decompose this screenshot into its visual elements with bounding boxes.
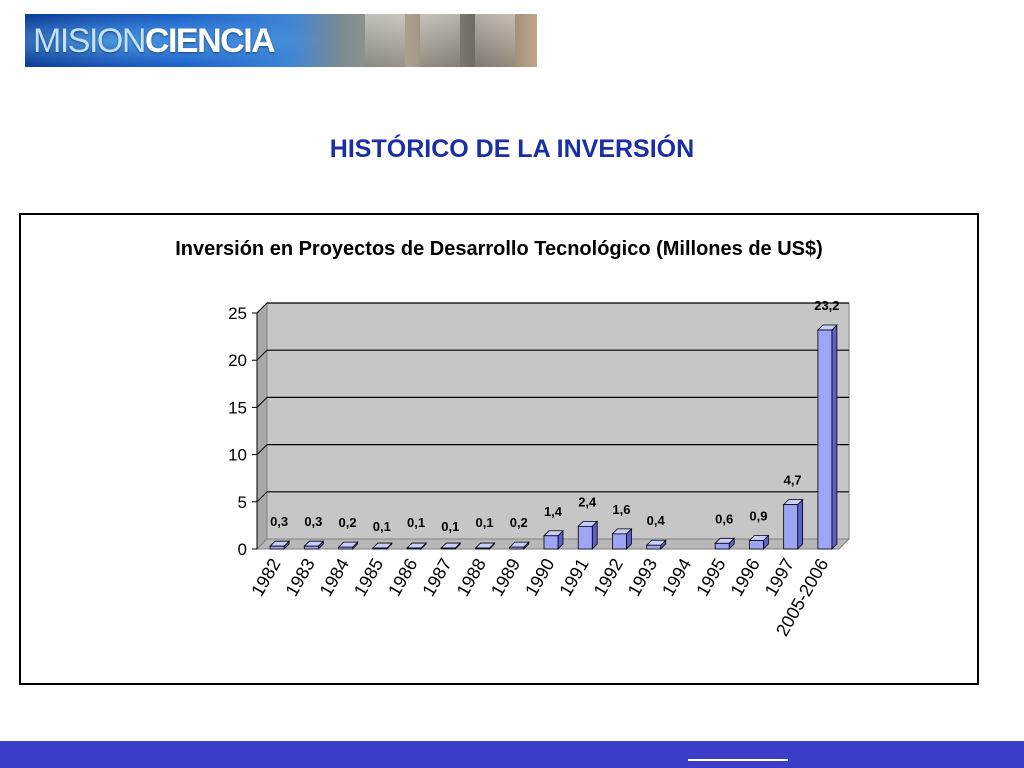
bar — [509, 546, 525, 550]
data-label: 4,7 — [784, 473, 802, 488]
logo-text: MISIONCIENCIA — [33, 22, 276, 60]
plot-side-wall — [256, 301, 268, 551]
data-label: 0,1 — [407, 515, 425, 530]
x-tick-label: 1991 — [555, 555, 592, 600]
y-tick-label: 10 — [228, 446, 247, 465]
data-label: 0,6 — [715, 511, 733, 526]
bar — [646, 544, 662, 550]
footer-line — [688, 759, 788, 761]
plot-area — [266, 302, 850, 540]
gridline-side — [256, 491, 268, 503]
bar — [338, 546, 353, 550]
logo-part-1: MISION — [33, 22, 146, 60]
gridline-side — [256, 444, 268, 455]
bar-side — [831, 324, 838, 550]
mision-ciencia-banner: MISIONCIENCIA — [25, 14, 537, 67]
data-label: 1,4 — [544, 504, 563, 519]
bar — [749, 540, 764, 550]
y-tick-label: 0 — [238, 540, 247, 559]
x-tick-label: 1990 — [521, 555, 558, 600]
x-tick-label: 1987 — [418, 555, 455, 600]
chart-title: Inversión en Proyectos de Desarrollo Tec… — [175, 238, 823, 260]
bar — [714, 542, 730, 550]
data-label: 2,4 — [578, 494, 597, 509]
x-tick-label: 1993 — [624, 555, 661, 600]
x-tick-label: 1983 — [281, 555, 318, 600]
x-tick-label: 1994 — [658, 555, 695, 600]
data-label: 0,3 — [270, 514, 288, 529]
data-label: 0,2 — [339, 515, 357, 530]
bar — [372, 547, 388, 550]
data-label: 0,1 — [475, 515, 493, 530]
page-title: HISTÓRICO DE LA INVERSIÓN — [329, 135, 695, 163]
bar — [269, 545, 285, 550]
bar — [783, 504, 799, 550]
data-label: 0,9 — [749, 509, 767, 524]
x-tick-label: 1989 — [487, 555, 524, 600]
banner-photo-1 — [365, 14, 405, 67]
x-tick-label: 1995 — [692, 555, 729, 600]
x-tick-label: 1992 — [590, 555, 627, 600]
bar — [475, 547, 490, 550]
x-tick-label: 1984 — [316, 555, 353, 600]
bar — [406, 547, 422, 550]
chart-frame: Inversión en Proyectos de Desarrollo Tec… — [19, 213, 979, 685]
data-label: 23,2 — [814, 298, 839, 313]
gridline-side — [256, 349, 268, 361]
data-label: 0,2 — [510, 515, 528, 530]
x-tick-label: 1985 — [350, 555, 387, 600]
data-label: 1,6 — [612, 502, 630, 517]
y-tick-label: 15 — [228, 398, 247, 417]
banner-glow — [25, 14, 325, 67]
data-label: 0,1 — [373, 519, 391, 534]
x-tick-label: 1986 — [384, 555, 421, 600]
y-tick-label: 25 — [228, 304, 247, 323]
bar — [543, 535, 559, 550]
bar — [612, 533, 627, 550]
data-label: 0,3 — [304, 514, 322, 529]
data-label: 0,1 — [441, 519, 459, 534]
x-tick-label: 1982 — [247, 555, 284, 600]
footer-bar — [0, 741, 1024, 768]
gridline-side — [256, 397, 268, 408]
logo-part-2: CIENCIA — [144, 22, 276, 60]
bar-side — [797, 498, 804, 550]
y-tick-label: 5 — [238, 493, 247, 512]
banner-photo-2 — [420, 14, 460, 67]
banner-photo-3 — [475, 14, 515, 67]
gridline-side — [256, 302, 268, 314]
x-tick-label: 1988 — [453, 555, 490, 600]
chart-svg: Inversión en Proyectos de Desarrollo Tec… — [175, 238, 851, 640]
bar — [577, 525, 593, 550]
bar — [440, 547, 456, 550]
bar — [303, 545, 319, 550]
bar — [817, 329, 833, 550]
x-tick-label: 1996 — [727, 555, 764, 600]
y-tick-label: 20 — [228, 351, 247, 370]
data-label: 0,4 — [647, 513, 666, 528]
